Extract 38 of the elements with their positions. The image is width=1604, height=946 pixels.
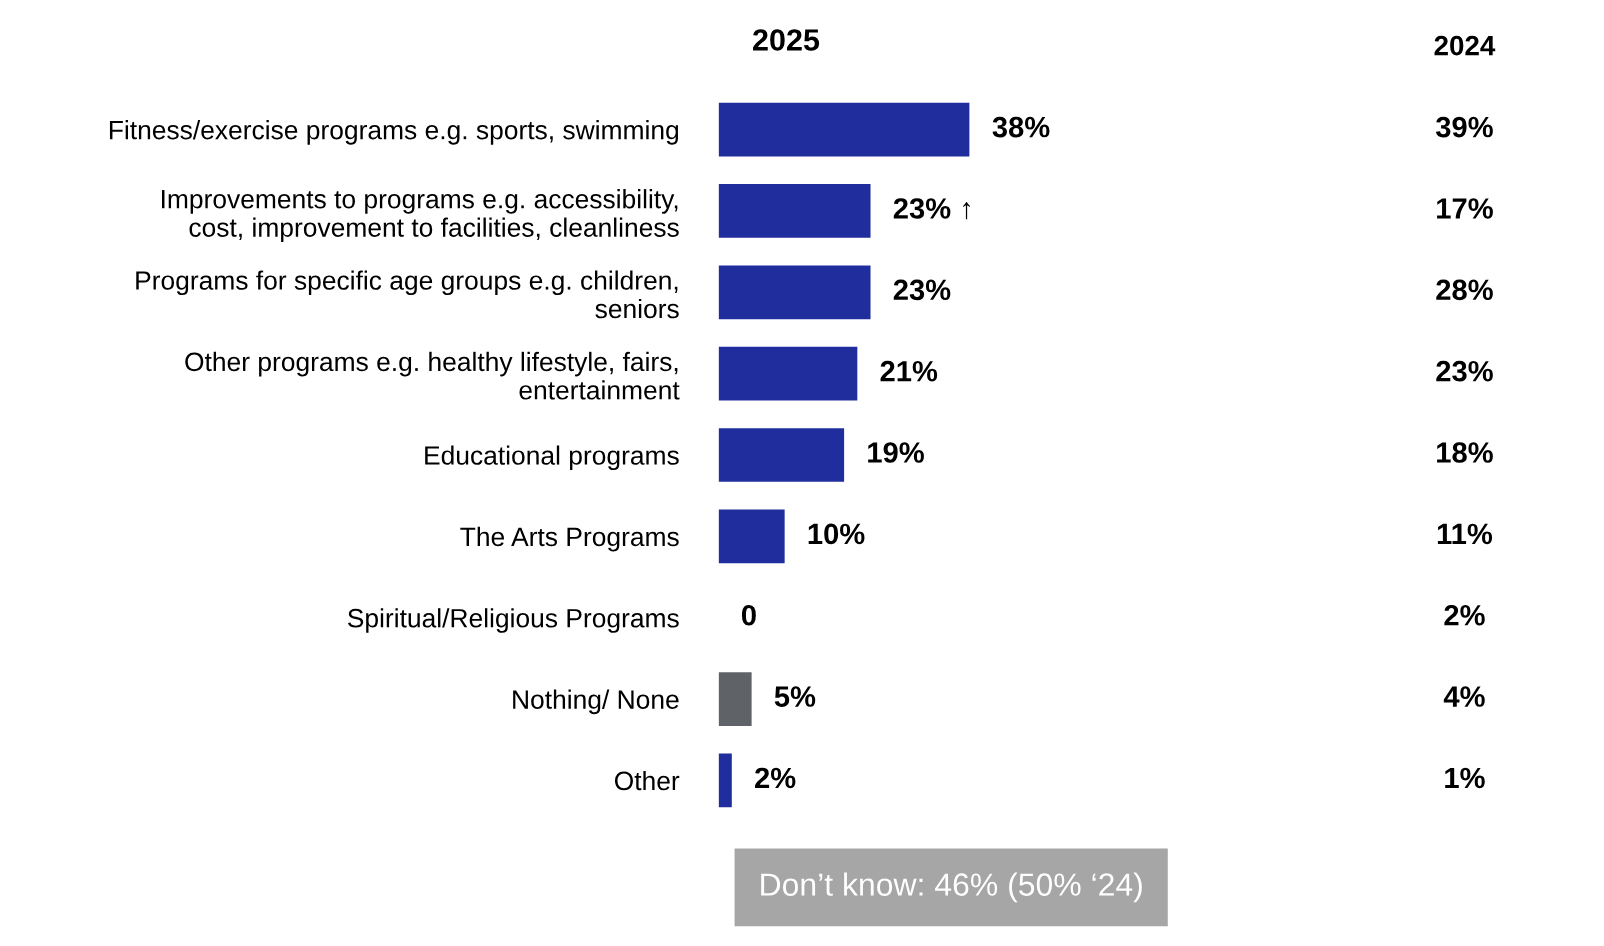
chart-title: 2025 [753,29,820,51]
y-tick-label: Spiritual/Religious Programs [347,608,679,633]
data-label: 10% [808,523,865,545]
data-label: 0 [741,604,756,626]
y-tick-label: Programs for specific age groups e.g. children, seniors [136,270,679,319]
bar [718,509,785,564]
text: 28% [1436,279,1493,301]
data-label: 19% [868,442,924,463]
text: 2% [1444,604,1485,626]
bar [718,428,845,482]
y-tick-label: The Arts Programs [460,526,679,552]
text: 17% [1437,198,1493,219]
bar [718,265,871,320]
text: 18% [1437,442,1493,463]
text: 11% [1437,523,1493,545]
text: 4% [1443,686,1485,707]
bar [718,346,858,401]
bar [718,102,970,157]
y-tick-label: Educational programs [425,445,679,471]
data-label: 2% [755,767,796,789]
y-tick-label: Fitness/exercise programs e.g. sports, swimming [109,120,679,145]
y-tick-label: Other programs e.g. healthy lifestyle, fairs, entertainment [185,351,680,400]
text: 1% [1445,767,1485,789]
data-label: 23% ↑ [893,198,970,220]
bar [718,672,752,726]
y-tick-label: Other [614,770,680,791]
data-label: 38% [992,116,1050,138]
y-tick-label: Nothing/ None [513,689,679,715]
bar [718,184,871,238]
data-label: 21% [880,360,938,382]
text: 23% [1436,360,1493,382]
data-label: 5% [774,686,816,707]
data-label: 23% [893,279,951,301]
text: 2024 [1434,35,1496,56]
bar [718,753,732,808]
y-tick-label: Improvements to programs e.g. accessibility, cost, improvement to facilities, cleanliness [162,189,679,243]
text: 39% [1435,116,1493,138]
text: Don’t know: 46% (50% ‘24) [761,872,1142,903]
